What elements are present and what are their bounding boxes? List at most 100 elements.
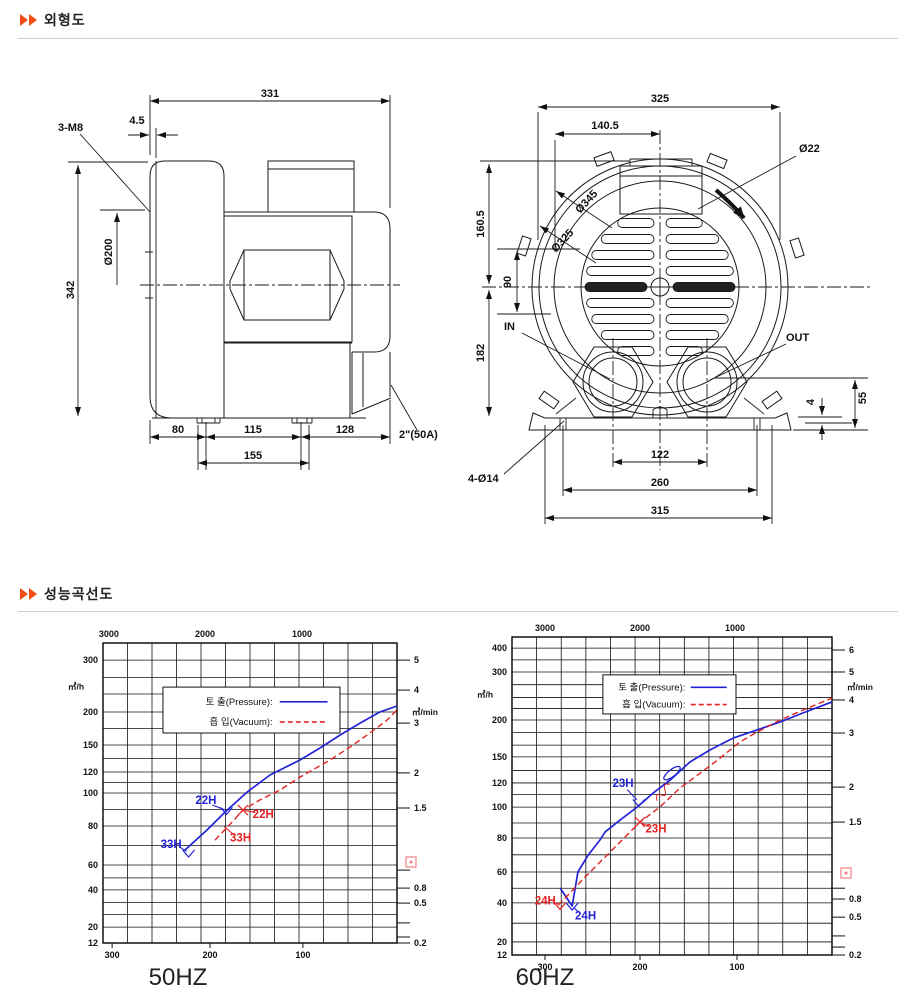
dim-155: 155 <box>244 450 262 462</box>
series-pressure-curve <box>559 701 833 907</box>
grille-slot <box>665 218 703 228</box>
unit-right-label: ㎥/min <box>847 682 873 692</box>
y-axis-left-tick-label: 100 <box>492 802 507 812</box>
y-axis-left-tick-label: 300 <box>492 667 507 677</box>
mounting-lug <box>538 390 560 410</box>
dim-128: 128 <box>336 424 354 436</box>
annotation-x-mark <box>237 804 249 816</box>
y-axis-left-tick-label: 40 <box>497 898 507 908</box>
y-axis-left-tick-label: 120 <box>492 778 507 788</box>
dim-port-2in-50a: 2"(50A) <box>399 429 438 441</box>
y-axis-left-tick-label: 12 <box>497 950 507 960</box>
section-title-outline: 외형도 <box>44 12 86 28</box>
annotation-label: 33H <box>161 839 182 851</box>
chart-50hz: 3000 2000 1000 300 200 100 300 200 150 120 100 80 60… <box>68 629 438 991</box>
legend-box <box>602 674 737 715</box>
dim-80: 80 <box>172 424 184 436</box>
dim-115: 115 <box>244 424 262 436</box>
annotation-label: 22H <box>195 795 216 807</box>
double-chevron-icon <box>20 588 38 600</box>
divider-line <box>18 611 898 612</box>
grille-slot <box>665 314 729 324</box>
performance-section-header: 성능곡선도 <box>20 584 113 604</box>
grille-slot <box>600 330 655 340</box>
y-axis-right-tick-label: 4 <box>849 695 854 705</box>
y-axis-right-tick-label: 4 <box>414 685 419 695</box>
y-axis-left-tick-label: 60 <box>497 867 507 877</box>
annotation-leader <box>223 826 235 836</box>
y-axis-right-tick-label: 2 <box>414 768 419 778</box>
dim-315: 315 <box>651 505 669 517</box>
y-axis-right-tick-label: 0.5 <box>414 898 427 908</box>
grille-slot <box>591 314 655 324</box>
y-axis-left-tick-label: 20 <box>497 937 507 947</box>
annotation-leader <box>626 789 638 801</box>
y-axis-left-tick-label: 150 <box>83 740 98 750</box>
y-axis-right-tick-label: 0.8 <box>414 883 427 893</box>
y-axis-right-tick-label: 2 <box>849 782 854 792</box>
annotation-x-mark <box>634 816 646 828</box>
x-axis-bottom-tick-label: 100 <box>295 950 310 960</box>
y-axis-left-tick-label: 200 <box>492 715 507 725</box>
y-axis-left-tick-label: 300 <box>83 655 98 665</box>
y-axis-left-tick-label: 80 <box>88 821 98 831</box>
mounting-lugs <box>516 151 805 410</box>
y-axis-left-tick-label: 80 <box>497 833 507 843</box>
curve-loop-mark <box>663 765 681 781</box>
annotation-leader <box>641 822 650 828</box>
grille-slot <box>617 218 655 228</box>
x-axis-top-tick-label: 3000 <box>535 623 555 633</box>
mounting-lug <box>593 151 615 167</box>
outline-drawing: 331 4.5 3-M8 342 Ø200 80 115 128 155 2"(… <box>58 88 872 524</box>
annotation-leader <box>573 907 581 914</box>
front-view: 325 140.5 Ø22 Ø345 Ø325 160.5 90 182 IN … <box>468 93 872 524</box>
y-axis-right-tick-label: 1.5 <box>414 803 427 813</box>
curve-scribble-mark <box>656 783 670 801</box>
dim-4: 4 <box>805 398 817 405</box>
red-marker-icon <box>840 867 852 879</box>
dim-4-5: 4.5 <box>129 115 144 127</box>
y-axis-right-tick-label: 5 <box>849 667 854 677</box>
grille-slot <box>665 298 734 308</box>
annotation-tick-mark <box>553 902 567 911</box>
y-axis-left-tick-label: 400 <box>492 643 507 653</box>
annotation-tick-mark <box>182 849 196 858</box>
grille-slot <box>665 346 703 356</box>
label-in: IN <box>504 321 515 333</box>
dim-160-5: 160.5 <box>475 210 487 238</box>
red-marker-icon <box>405 856 417 868</box>
dim-4-dia-14: 4-Ø14 <box>468 473 499 485</box>
grille-slot <box>586 266 655 276</box>
x-axis-top-tick-label: 2000 <box>195 629 215 639</box>
y-axis-right-tick-label: 0.2 <box>849 950 862 960</box>
mounting-lug <box>516 235 532 257</box>
annotation-label: 24H <box>575 911 596 923</box>
annotation-label: 24H <box>535 895 556 907</box>
series-vacuum-curve <box>214 709 398 841</box>
legend-label: 흡 입(Vacuum): <box>622 699 685 711</box>
annotation-leader <box>212 804 225 811</box>
annotation-leader <box>178 845 187 852</box>
label-out: OUT <box>786 332 810 344</box>
x-axis-top-tick-label: 2000 <box>630 623 650 633</box>
mounting-lug <box>706 152 728 170</box>
annotation-leader <box>244 809 256 814</box>
mounting-lug <box>761 390 783 410</box>
x-axis-top-tick-label: 1000 <box>725 623 745 633</box>
y-axis-right-tick-label: 0.2 <box>414 938 427 948</box>
double-chevron-icon <box>20 14 38 26</box>
grille-slot <box>591 250 655 260</box>
section-title-performance: 성능곡선도 <box>44 586 114 602</box>
y-axis-right-tick-label: 0.5 <box>849 912 862 922</box>
outline-section-header: 외형도 <box>20 10 86 30</box>
annotation-tick-mark <box>220 807 233 816</box>
grille-slot <box>617 346 655 356</box>
dim-55: 55 <box>857 392 869 404</box>
dim-260: 260 <box>651 477 669 489</box>
unit-left-label: ㎥/h <box>477 689 493 699</box>
chart-60hz: 3000 2000 1000 300 200 100 400 300 200 150 120 100 8… <box>477 623 873 991</box>
divider-line <box>18 38 898 39</box>
dim-182: 182 <box>475 344 487 362</box>
y-axis-left-tick-label: 100 <box>83 788 98 798</box>
